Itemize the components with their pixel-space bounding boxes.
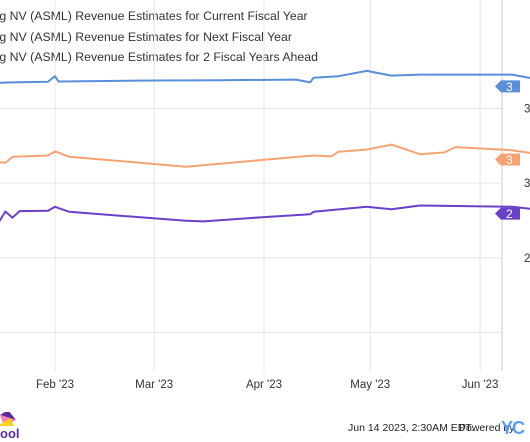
x-tick-label-4: Jun '23: [462, 379, 499, 391]
end-markers: 3 3 2: [495, 80, 520, 221]
x-tick-label-3: May '23: [350, 379, 390, 391]
series-line-0: [0, 69, 530, 84]
end-marker-2: [495, 207, 520, 220]
footer-timestamp: Jun 14 2023, 2:30AM EDT.: [348, 422, 474, 434]
end-label-1: 3: [506, 153, 513, 167]
end-marker-0: [495, 80, 520, 93]
legend-label-next-fy: ding NV (ASML) Revenue Estimates for Nex…: [0, 29, 292, 44]
y-tick-label-1: 3: [524, 178, 530, 190]
x-tick-label-2: Apr '23: [246, 379, 282, 391]
jester-cap-icon: ool: [0, 412, 20, 441]
ycharts-wordmark: YC: [501, 418, 525, 438]
y-tick-label-2: 2: [524, 253, 530, 265]
end-label-0: 3: [506, 80, 513, 94]
series-line-1: [0, 143, 530, 168]
grid-lines: [0, 0, 503, 371]
legend-label-2fy-ahead: ding NV (ASML) Revenue Estimates for 2 F…: [0, 50, 318, 64]
motley-fool-logo: ool: [0, 412, 40, 442]
series-line-2: [0, 204, 530, 223]
line-chart: 332 Feb '23 Mar '23 Apr '23 May '23 Jun '233…: [0, 0, 530, 391]
x-tick-label-0: Feb '23: [36, 379, 74, 391]
footer-powered-by: Powered by: [459, 422, 515, 434]
series-lines: [0, 69, 530, 223]
end-marker-1: [495, 153, 520, 166]
end-label-2: 2: [506, 207, 513, 221]
x-tick-label-1: Mar '23: [135, 379, 173, 391]
motley-fool-wordmark: ool: [0, 426, 20, 441]
ycharts-logo[interactable]: YC: [500, 414, 530, 442]
y-tick-label-0: 3: [524, 104, 530, 116]
